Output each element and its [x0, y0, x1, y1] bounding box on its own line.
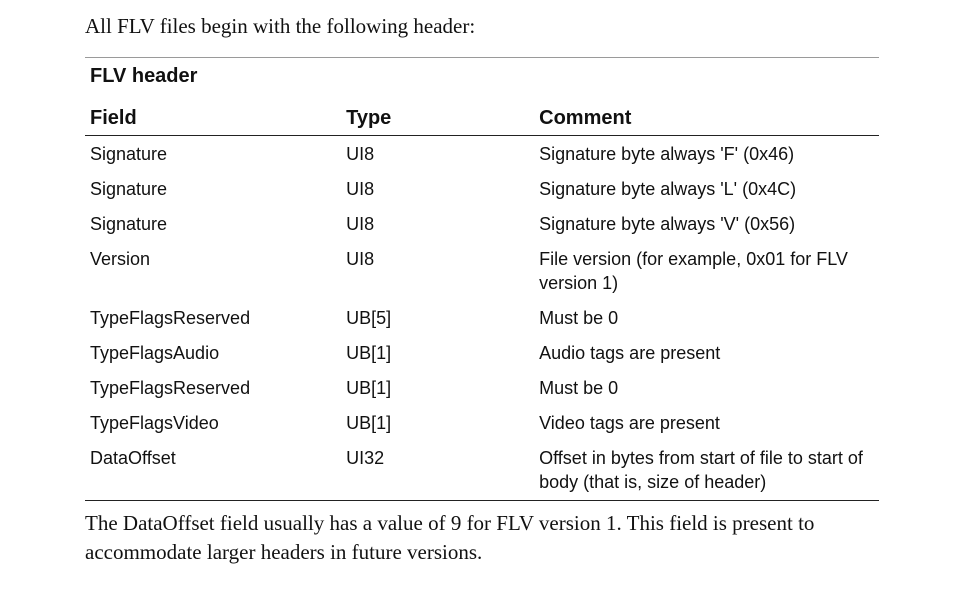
table-title: FLV header: [90, 65, 198, 87]
cell-comment: Video tags are present: [539, 413, 720, 433]
table-row: TypeFlagsAudio UB[1] Audio tags are pres…: [85, 335, 879, 370]
cell-comment: Audio tags are present: [539, 343, 721, 363]
cell-field: Signature: [90, 214, 168, 234]
cell-field: Version: [90, 249, 151, 269]
cell-comment: Signature byte always 'V' (0x56): [539, 214, 796, 234]
column-header-field: Field: [85, 92, 342, 136]
cell-type: UI32: [341, 440, 535, 501]
table-row: TypeFlagsReserved UB[5] Must be 0: [85, 300, 879, 335]
cell-type: UB[5]: [346, 308, 392, 328]
intro-paragraph: All FLV files begin with the following h…: [85, 14, 476, 38]
cell-field: TypeFlagsAudio: [90, 343, 220, 363]
table-body: Signature UI8 Signature byte always 'F' …: [85, 136, 879, 501]
cell-field: TypeFlagsVideo: [90, 413, 219, 433]
cell-field: Signature: [90, 144, 168, 164]
cell-comment: Signature byte always 'F' (0x46): [539, 144, 795, 164]
table-row: DataOffset UI32 Offset in bytes from sta…: [85, 440, 879, 501]
flv-header-table: Field Type Comment Signature UI8 Signatu…: [85, 92, 879, 501]
column-header-type: Type: [341, 92, 535, 136]
cell-comment: Must be 0: [539, 308, 619, 328]
cell-field: TypeFlagsReserved: [90, 378, 251, 398]
table-row: Signature UI8 Signature byte always 'L' …: [85, 171, 879, 206]
cell-comment: Signature byte always 'L' (0x4C): [539, 179, 797, 199]
table-row: Version UI8 File version (for example, 0…: [85, 241, 879, 300]
table-row: TypeFlagsVideo UB[1] Video tags are pres…: [85, 405, 879, 440]
cell-type: UB[1]: [346, 343, 392, 363]
cell-type: UI8: [346, 179, 375, 199]
cell-field: TypeFlagsReserved: [90, 308, 251, 328]
cell-field: DataOffset: [85, 440, 342, 501]
cell-type: UI8: [346, 214, 375, 234]
cell-comment: File version (for example, 0x01 for FLV …: [539, 249, 848, 293]
cell-type: UB[1]: [346, 413, 392, 433]
column-header-comment: Comment: [534, 92, 879, 136]
cell-comment: Must be 0: [539, 378, 619, 398]
flv-header-table-section: FLV header Field Type Comment Signature …: [85, 57, 879, 501]
cell-type: UI8: [346, 249, 375, 269]
cell-type: UI8: [346, 144, 375, 164]
cell-type: UB[1]: [346, 378, 392, 398]
cell-field: Signature: [90, 179, 168, 199]
cell-comment: Offset in bytes from start of file to st…: [534, 440, 879, 501]
table-row: Signature UI8 Signature byte always 'V' …: [85, 206, 879, 241]
table-row: TypeFlagsReserved UB[1] Must be 0: [85, 370, 879, 405]
outro-paragraph: The DataOffset field usually has a value…: [85, 511, 815, 564]
table-row: Signature UI8 Signature byte always 'F' …: [85, 136, 879, 172]
header-row: Field Type Comment: [85, 92, 879, 136]
table-header: Field Type Comment: [85, 92, 879, 136]
